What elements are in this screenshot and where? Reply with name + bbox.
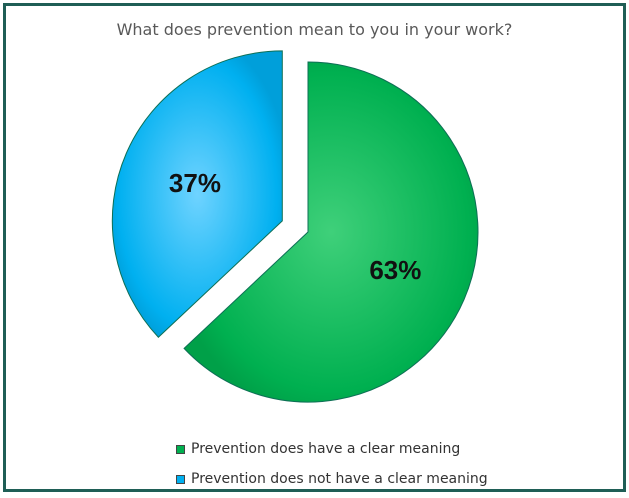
chart-frame: What does prevention mean to you in your… <box>3 3 626 492</box>
chart-title: What does prevention mean to you in your… <box>116 20 513 39</box>
legend-swatch-blue <box>176 474 185 484</box>
pie-slice-clear-meaning <box>183 61 479 403</box>
legend-label-clear-meaning: Prevention does have a clear meaning <box>191 441 461 457</box>
legend-swatch-green <box>176 444 185 454</box>
chart-legend: Prevention does have a clear meaning Pre… <box>176 438 488 498</box>
legend-label-no-clear-meaning: Prevention does not have a clear meaning <box>191 471 488 487</box>
data-label-63: 63% <box>369 255 421 285</box>
data-label-37: 37% <box>169 168 221 198</box>
legend-item-clear-meaning: Prevention does have a clear meaning <box>176 438 488 460</box>
pie-chart: 63% 37% <box>111 50 479 403</box>
pie-slice-no-clear-meaning <box>111 50 283 338</box>
legend-item-no-clear-meaning: Prevention does not have a clear meaning <box>176 468 488 490</box>
